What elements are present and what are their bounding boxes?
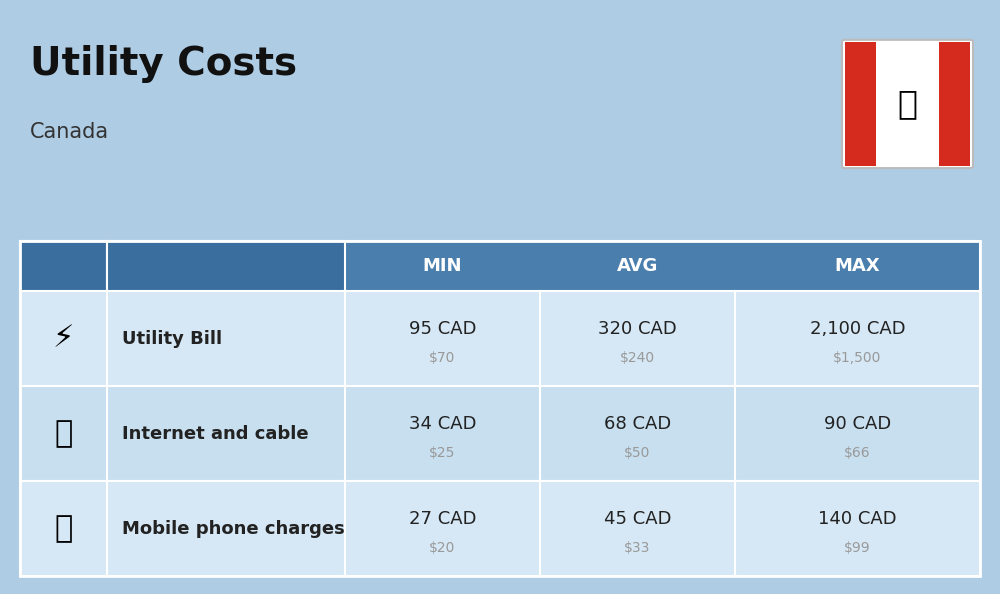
Text: 95 CAD: 95 CAD [409,320,476,338]
Text: Utility Costs: Utility Costs [30,45,297,83]
Text: 320 CAD: 320 CAD [598,320,677,338]
Text: $70: $70 [429,350,456,365]
Text: 📡: 📡 [54,419,73,448]
Text: $240: $240 [620,350,655,365]
Bar [107,241,345,291]
Text: Internet and cable: Internet and cable [122,425,309,443]
Text: AVG: AVG [617,257,658,275]
Text: 📱: 📱 [54,514,73,543]
Bar [845,42,876,166]
Bar [20,241,107,291]
Text: $25: $25 [429,446,456,460]
Text: $20: $20 [429,541,456,555]
Text: 34 CAD: 34 CAD [409,415,476,433]
Text: Mobile phone charges: Mobile phone charges [122,520,345,538]
Text: MAX: MAX [835,257,880,275]
Text: Canada: Canada [30,122,109,142]
Text: $33: $33 [624,541,651,555]
Text: $99: $99 [844,541,871,555]
Text: 140 CAD: 140 CAD [818,510,897,528]
Text: $50: $50 [624,446,651,460]
Text: 45 CAD: 45 CAD [604,510,671,528]
Text: 27 CAD: 27 CAD [409,510,476,528]
Text: 🍁: 🍁 [898,87,918,121]
Bar [20,241,980,291]
Bar [20,386,980,481]
Bar [20,241,980,576]
Bar [939,42,970,166]
Bar [20,291,980,386]
Text: 90 CAD: 90 CAD [824,415,891,433]
Text: $1,500: $1,500 [833,350,882,365]
Text: Utility Bill: Utility Bill [122,330,222,347]
FancyBboxPatch shape [842,40,973,168]
Bar [20,481,980,576]
Text: 68 CAD: 68 CAD [604,415,671,433]
Text: ⚡: ⚡ [53,324,74,353]
Text: $66: $66 [844,446,871,460]
Text: MIN: MIN [423,257,462,275]
Text: 2,100 CAD: 2,100 CAD [810,320,905,338]
